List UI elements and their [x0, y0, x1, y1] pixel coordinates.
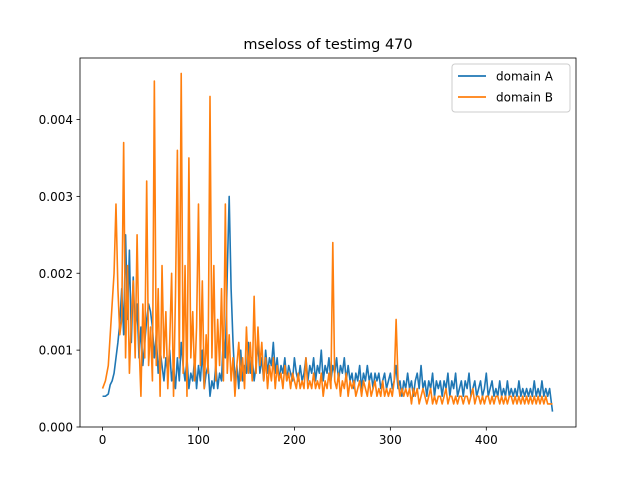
y-tick-label: 0.004: [39, 113, 73, 127]
legend-label-domain-b: domain B: [496, 91, 553, 105]
y-tick-label: 0.002: [39, 267, 73, 281]
y-tick-label: 0.001: [39, 344, 73, 358]
x-tick-label: 400: [475, 433, 498, 447]
chart-title: mseloss of testimg 470: [243, 37, 412, 53]
legend: domain A domain B: [451, 63, 571, 113]
y-tick-label: 0.000: [39, 421, 73, 435]
series-line-domain-b: [101, 72, 553, 405]
axes-frame: [79, 57, 577, 428]
axes: 0 100 200 300 400 0.000 0.001 0.002 0.003 0.004: [39, 57, 577, 447]
x-tick-label: 100: [187, 433, 210, 447]
plot-area: [101, 72, 554, 412]
series-line-domain-a: [102, 195, 554, 412]
x-tick-label: 200: [283, 433, 306, 447]
y-tick-label: 0.003: [39, 190, 73, 204]
x-tick-label: 0: [99, 433, 107, 447]
legend-label-domain-a: domain A: [496, 70, 554, 84]
x-tick-label: 300: [379, 433, 402, 447]
